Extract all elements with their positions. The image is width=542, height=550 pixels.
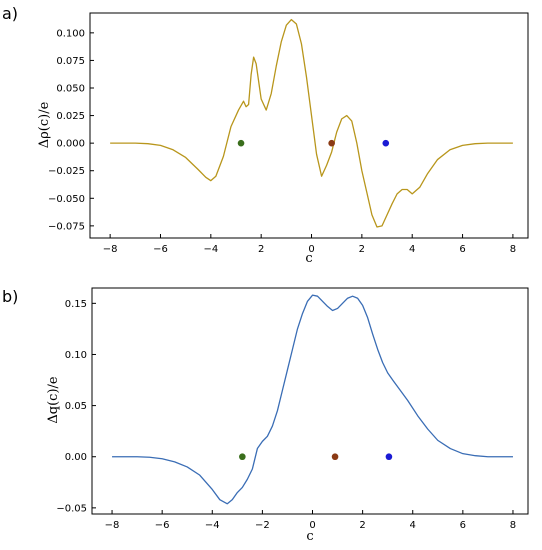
y-tick-label: −0.050	[48, 194, 85, 205]
marker-point	[331, 453, 339, 461]
x-tick-label: 2	[258, 244, 264, 255]
y-axis-label-b: Δq(c)/e	[46, 376, 61, 424]
y-tick-label: −0.075	[48, 221, 85, 232]
plot-frame-a	[89, 12, 529, 239]
x-tick-label: −2	[255, 520, 270, 531]
x-tick-label: 0	[308, 244, 314, 255]
x-ticks-a: −8 −6 −4 2 0 2 4 6 8	[103, 234, 516, 255]
x-tick-label: −4	[203, 244, 218, 255]
y-tick-label: −0.05	[56, 503, 87, 514]
panel-a: a) −8 −6 −4 2 0 2 4 6 8 −0.075 −0.050 −0.025 0.000 0…	[2, 4, 529, 266]
points-group-b	[239, 453, 393, 461]
marker-point	[328, 139, 335, 147]
x-tick-label: 8	[510, 520, 516, 531]
y-tick-label: 0.15	[65, 299, 87, 310]
plot-frame-b	[91, 287, 529, 515]
x-axis-label-a: c	[305, 251, 312, 266]
y-tick-label: 0.025	[56, 111, 85, 122]
x-tick-label: −8	[105, 520, 120, 531]
y-tick-label: 0.100	[56, 28, 85, 39]
x-tick-label: 2	[359, 520, 365, 531]
panel-label-a: a)	[2, 4, 18, 23]
series-line	[110, 18, 513, 228]
x-tick-label: 6	[459, 244, 465, 255]
points-group-a	[237, 139, 390, 147]
x-tick-label: −6	[153, 244, 168, 255]
x-tick-label: 4	[409, 244, 415, 255]
x-ticks-b: −8 −6 −4 −2 0 2 4 6 8	[105, 510, 516, 531]
marker-point	[382, 139, 390, 147]
y-ticks-b: −0.05 0.00 0.05 0.10 0.15	[56, 299, 96, 514]
y-tick-label: 0.05	[65, 401, 87, 412]
y-tick-label: 0.075	[56, 56, 85, 67]
x-tick-label: 0	[309, 520, 315, 531]
x-tick-label: −8	[103, 244, 118, 255]
x-tick-label: −6	[155, 520, 170, 531]
panel-label-b: b)	[2, 287, 18, 306]
x-tick-label: 8	[510, 244, 516, 255]
y-tick-label: −0.025	[48, 166, 85, 177]
y-ticks-a: −0.075 −0.050 −0.025 0.000 0.025 0.050 0.075 0.…	[48, 28, 94, 232]
y-tick-label: 0.00	[65, 452, 87, 463]
y-axis-label-a: Δρ(c)/e	[37, 101, 52, 148]
series-line	[112, 294, 513, 505]
x-axis-label-b: c	[306, 529, 313, 544]
x-tick-label: 4	[410, 520, 416, 531]
series-group-a	[110, 18, 513, 228]
marker-point	[239, 453, 246, 461]
x-tick-label: 6	[460, 520, 466, 531]
x-tick-label: 2	[359, 244, 365, 255]
y-tick-label: 0.050	[56, 84, 85, 95]
series-group-b	[112, 294, 513, 505]
marker-point	[385, 453, 393, 461]
marker-point	[237, 139, 245, 147]
y-tick-label: 0.10	[65, 350, 87, 361]
x-tick-label: −4	[205, 520, 220, 531]
y-tick-label: 0.000	[56, 139, 85, 150]
panel-b: b) −8 −6 −4 −2 0 2 4 6 8 −0.05 0.00 0.05 0.10 0.15 c…	[2, 287, 529, 544]
